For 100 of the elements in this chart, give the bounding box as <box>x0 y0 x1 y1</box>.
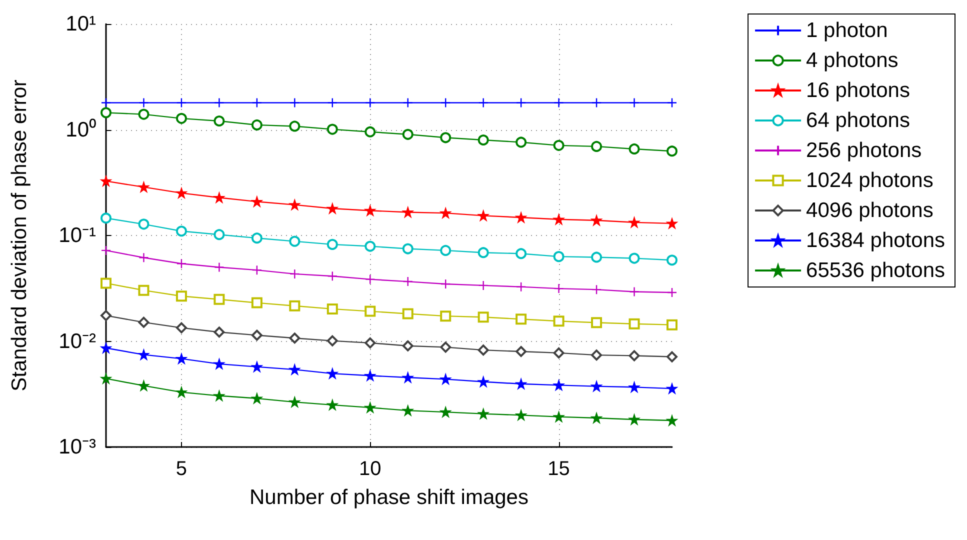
point <box>628 143 640 154</box>
point <box>440 374 451 384</box>
legend-label: 1 photon <box>806 19 888 42</box>
point <box>402 372 413 383</box>
point <box>591 215 602 226</box>
point <box>326 238 338 250</box>
point <box>252 98 262 108</box>
point <box>666 415 678 426</box>
point <box>214 229 225 240</box>
point <box>100 98 112 108</box>
y-tick-label: 10⁻² <box>58 330 96 353</box>
point <box>176 322 187 334</box>
point <box>290 364 300 375</box>
point <box>553 140 564 151</box>
point <box>666 146 678 157</box>
point <box>138 380 149 391</box>
point <box>252 196 262 207</box>
y-tick-label: 10⁻³ <box>58 436 96 458</box>
point <box>176 188 187 198</box>
point <box>591 350 602 361</box>
point <box>290 396 300 408</box>
point <box>402 207 413 218</box>
point <box>252 393 262 404</box>
point <box>666 383 678 394</box>
point <box>591 284 602 295</box>
point <box>554 98 564 108</box>
y-tick-label: 10¹ <box>66 12 96 36</box>
point <box>478 247 489 258</box>
point <box>591 98 602 108</box>
point <box>364 306 376 317</box>
point <box>516 314 527 325</box>
point <box>327 271 338 282</box>
point <box>327 203 338 214</box>
point <box>440 406 451 418</box>
point <box>251 232 262 244</box>
point <box>214 326 225 338</box>
x-tick-label: 15 <box>548 458 570 480</box>
point <box>629 414 640 425</box>
point <box>327 98 338 108</box>
point <box>478 408 488 419</box>
point <box>214 294 225 305</box>
point <box>176 226 187 237</box>
point <box>289 332 300 344</box>
point <box>516 378 526 390</box>
point <box>100 245 112 256</box>
point <box>591 381 602 392</box>
x-tick-label: 10 <box>359 458 382 480</box>
point <box>478 376 488 387</box>
legend-label: 1024 photons <box>806 169 934 192</box>
point <box>364 240 376 252</box>
point <box>214 98 224 108</box>
legend-label: 256 photons <box>806 139 922 162</box>
point <box>326 335 338 346</box>
point <box>629 217 640 228</box>
point <box>100 107 112 118</box>
point <box>666 254 678 266</box>
x-tick-label: 5 <box>176 458 188 480</box>
point <box>251 297 262 308</box>
y-tick-label: 10⁰ <box>66 118 96 142</box>
point <box>252 362 262 372</box>
point <box>289 300 300 312</box>
point <box>440 208 451 218</box>
point <box>176 258 187 269</box>
point <box>629 382 640 392</box>
point <box>440 310 452 322</box>
point <box>516 282 526 292</box>
point <box>440 132 452 144</box>
point <box>290 268 300 280</box>
point <box>478 344 489 356</box>
point <box>554 214 564 224</box>
y-tick-label: 10⁻¹ <box>58 224 96 247</box>
point <box>402 405 413 416</box>
point <box>440 98 451 108</box>
point <box>289 236 300 247</box>
point <box>666 319 678 330</box>
point <box>326 303 338 314</box>
point <box>176 290 187 302</box>
point <box>628 318 640 330</box>
point <box>478 280 488 291</box>
point <box>666 351 678 362</box>
point <box>628 252 640 264</box>
point <box>100 373 112 384</box>
point <box>629 286 640 297</box>
point <box>326 124 338 135</box>
point <box>553 251 564 262</box>
point <box>138 218 150 230</box>
point <box>100 310 112 322</box>
point <box>176 354 187 364</box>
point <box>365 205 376 216</box>
point <box>138 108 150 120</box>
point <box>100 278 112 289</box>
point <box>138 284 150 296</box>
legend-label: 16 photons <box>806 79 910 102</box>
point <box>100 176 112 186</box>
point <box>478 210 488 221</box>
point <box>516 212 526 223</box>
point <box>478 134 489 146</box>
point <box>327 400 338 410</box>
point <box>138 316 150 328</box>
point <box>440 278 451 290</box>
